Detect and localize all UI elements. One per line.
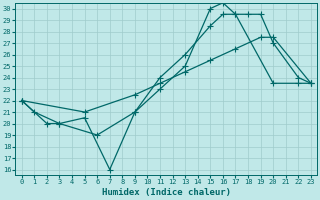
X-axis label: Humidex (Indice chaleur): Humidex (Indice chaleur) [102, 188, 231, 197]
